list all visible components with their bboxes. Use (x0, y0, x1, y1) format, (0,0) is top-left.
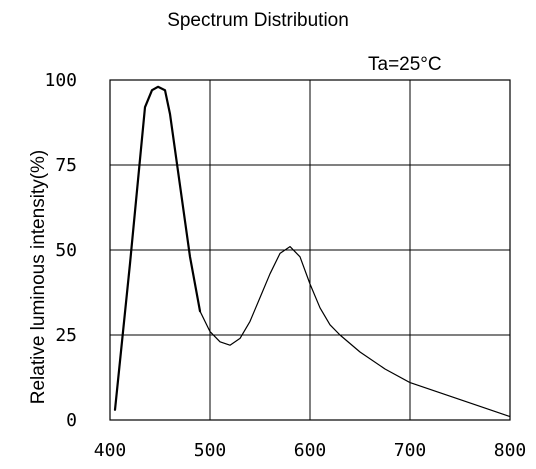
y-tick-label: 75 (55, 155, 77, 176)
x-tick-label: 500 (194, 440, 227, 461)
temperature-annotation: Ta=25°C (368, 54, 442, 75)
x-tick-label: 800 (494, 440, 527, 461)
chart-title: Spectrum Distribution (167, 10, 349, 31)
series-line-phosphor (199, 246, 511, 418)
y-tick-label: 25 (55, 325, 77, 346)
x-tick-label: 400 (94, 440, 127, 461)
series-line-blue-peak (113, 85, 202, 411)
x-tick-labels: 400 500 600 700 800 (94, 440, 527, 461)
y-tick-label: 50 (55, 240, 77, 261)
y-tick-labels: 0 25 50 75 100 (44, 70, 77, 431)
y-tick-label: 100 (44, 70, 77, 91)
plot-frame (109, 79, 511, 421)
x-tick-label: 600 (294, 440, 327, 461)
gridlines (110, 80, 510, 420)
y-tick-label: 0 (66, 410, 77, 431)
y-axis-label: Relative luminous intensity(%) (28, 150, 49, 405)
x-tick-label: 700 (394, 440, 427, 461)
spectrum-series (113, 85, 511, 418)
